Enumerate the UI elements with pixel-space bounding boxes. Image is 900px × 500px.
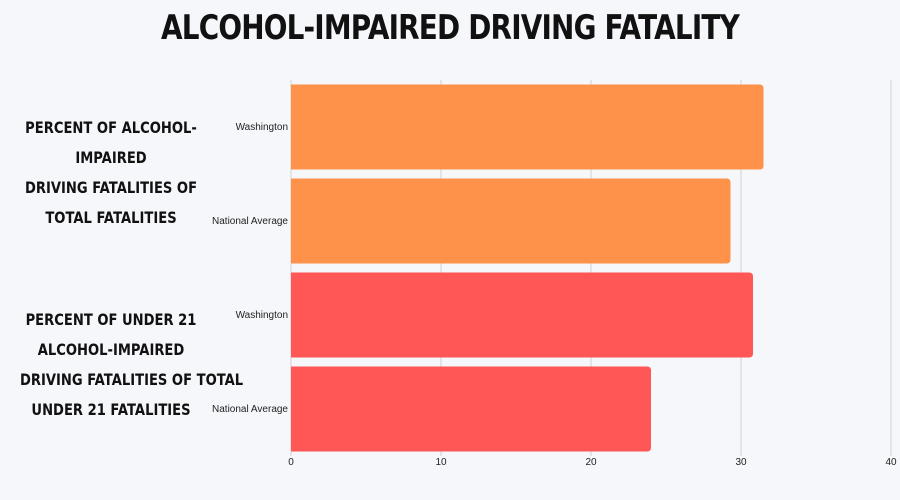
x-tick-label: 10 bbox=[435, 457, 447, 468]
group-label-line: PERCENT OF UNDER 21 bbox=[25, 310, 197, 329]
group-label-line: UNDER 21 FATALITIES bbox=[31, 400, 191, 419]
bar bbox=[291, 366, 651, 452]
group-label-line: PERCENT OF ALCOHOL- bbox=[25, 118, 197, 137]
x-tick-label: 30 bbox=[735, 457, 747, 468]
bar bbox=[291, 272, 753, 358]
category-label: National Average bbox=[212, 216, 288, 227]
bar bbox=[291, 178, 731, 264]
group-label-line: DRIVING FATALITIES OF TOTAL bbox=[19, 370, 244, 389]
group-label-line: IMPAIRED bbox=[75, 148, 147, 167]
chart-title: ALCOHOL-IMPAIRED DRIVING FATALITY bbox=[160, 8, 740, 48]
category-label: Washington bbox=[236, 122, 288, 133]
category-label: Washington bbox=[236, 310, 288, 321]
x-tick-label: 20 bbox=[585, 457, 597, 468]
category-label: National Average bbox=[212, 404, 288, 415]
group-label-under-21: PERCENT OF UNDER 21 ALCOHOL-IMPAIRED DRI… bbox=[19, 305, 244, 425]
group-label-alcohol-impaired: PERCENT OF ALCOHOL- IMPAIRED DRIVING FAT… bbox=[20, 113, 202, 233]
x-tick-label: 40 bbox=[885, 457, 897, 468]
x-tick-label: 0 bbox=[288, 457, 294, 468]
group-label-line: DRIVING FATALITIES OF bbox=[24, 178, 198, 197]
group-label-line: TOTAL FATALITIES bbox=[45, 208, 177, 227]
group-label-line: ALCOHOL-IMPAIRED bbox=[37, 340, 185, 359]
bar bbox=[291, 84, 764, 170]
